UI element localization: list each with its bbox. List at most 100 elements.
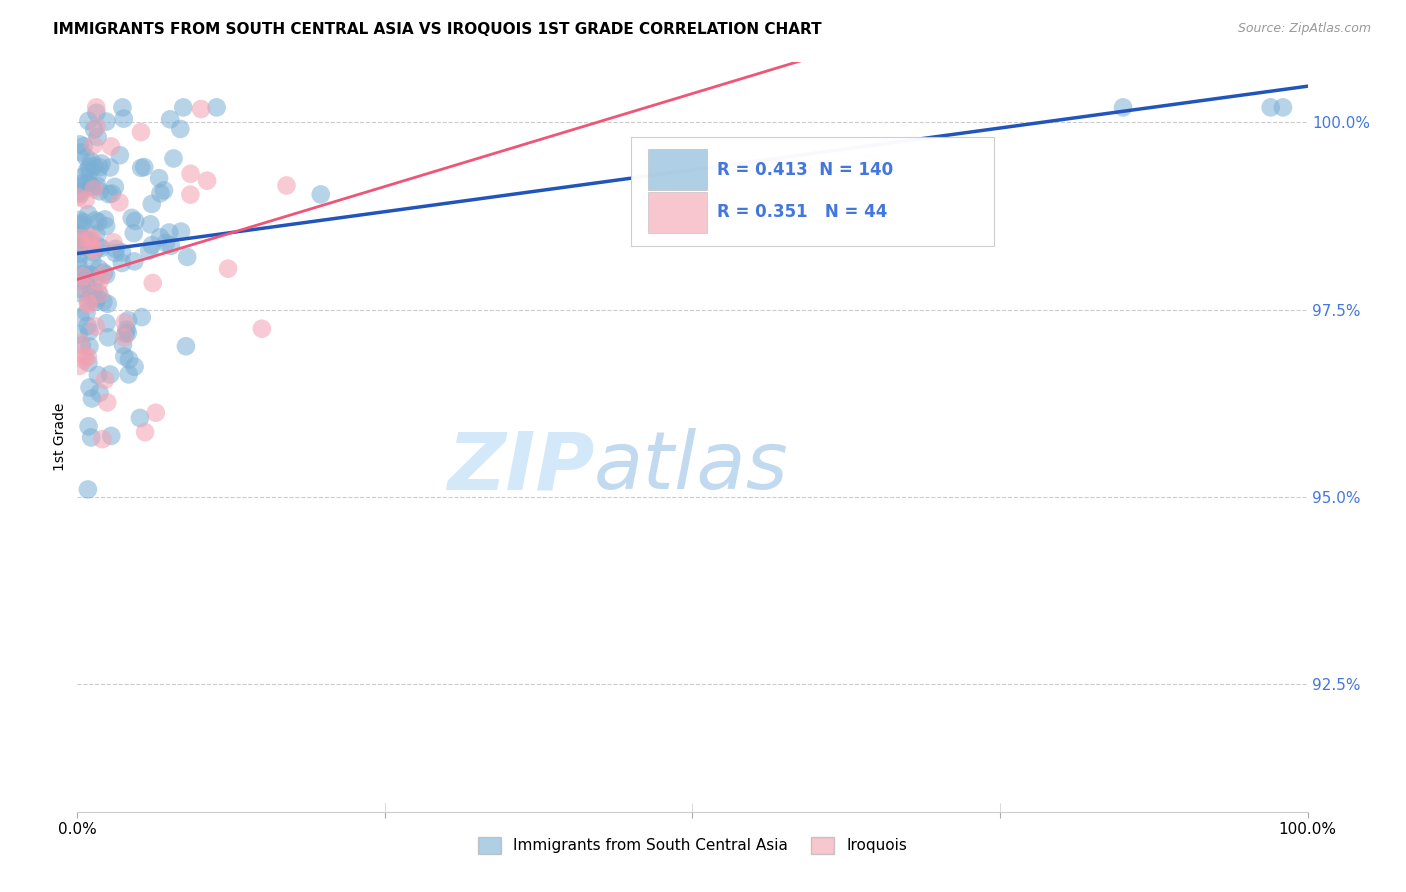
Point <box>67 282 90 296</box>
Point <box>97 297 120 311</box>
Point <box>103 235 125 250</box>
Y-axis label: 1st Grade: 1st Grade <box>53 403 67 471</box>
Point <box>117 326 139 340</box>
Point <box>82 232 104 246</box>
Point <box>176 250 198 264</box>
Point <box>89 275 111 289</box>
Point <box>114 326 136 341</box>
Point <box>250 322 273 336</box>
Point <box>69 137 91 152</box>
Point <box>76 177 98 191</box>
Point <box>83 272 105 286</box>
Point <box>111 338 134 352</box>
Point <box>79 164 101 178</box>
Point <box>96 114 118 128</box>
Point <box>80 290 103 304</box>
Point <box>76 483 98 497</box>
Point <box>91 432 114 446</box>
Point <box>148 171 170 186</box>
FancyBboxPatch shape <box>648 192 707 233</box>
Point <box>98 368 121 382</box>
Point <box>118 368 141 382</box>
Point <box>77 160 100 174</box>
Point <box>112 330 135 344</box>
Point <box>149 230 172 244</box>
Point <box>77 294 100 309</box>
Point <box>69 285 91 300</box>
Point <box>205 100 228 114</box>
Point <box>76 319 98 334</box>
Point <box>159 112 181 127</box>
Point <box>86 130 108 145</box>
Point <box>89 385 111 400</box>
Point <box>75 272 97 286</box>
Point <box>97 330 120 344</box>
Point <box>84 294 107 309</box>
Point <box>157 226 180 240</box>
Point <box>124 214 146 228</box>
Point <box>179 187 201 202</box>
Point <box>69 235 91 249</box>
Point <box>96 395 118 409</box>
Point <box>190 102 212 116</box>
FancyBboxPatch shape <box>648 149 707 190</box>
Point <box>75 193 97 207</box>
Point <box>82 243 104 257</box>
Point <box>82 245 104 260</box>
Point <box>309 187 332 202</box>
Text: atlas: atlas <box>595 428 789 506</box>
Point <box>76 296 98 310</box>
Point <box>169 122 191 136</box>
Point <box>84 213 107 227</box>
Text: IMMIGRANTS FROM SOUTH CENTRAL ASIA VS IROQUOIS 1ST GRADE CORRELATION CHART: IMMIGRANTS FROM SOUTH CENTRAL ASIA VS IR… <box>53 22 823 37</box>
Point <box>160 239 183 253</box>
Point <box>111 256 134 270</box>
Point <box>73 139 96 153</box>
Point <box>108 148 131 162</box>
Legend: Immigrants from South Central Asia, Iroquois: Immigrants from South Central Asia, Iroq… <box>472 830 912 860</box>
Point <box>87 215 110 229</box>
Point <box>83 284 105 298</box>
Point <box>89 161 111 175</box>
Point <box>83 159 105 173</box>
Point <box>101 186 124 201</box>
Point <box>96 316 118 330</box>
Point <box>86 179 108 194</box>
Point <box>114 316 136 330</box>
Point <box>76 350 98 364</box>
Point <box>79 325 101 339</box>
Point <box>69 213 91 227</box>
Point <box>73 233 96 247</box>
Point <box>67 260 90 274</box>
Point <box>87 285 110 300</box>
Point <box>70 178 93 193</box>
Text: R = 0.413  N = 140: R = 0.413 N = 140 <box>717 161 893 178</box>
Point <box>70 338 93 352</box>
Point <box>77 356 100 370</box>
Point <box>75 151 97 165</box>
Point <box>69 359 91 373</box>
Point <box>111 245 134 260</box>
Point <box>89 184 111 198</box>
Point <box>67 190 90 204</box>
Point <box>72 267 94 281</box>
Point <box>67 269 90 284</box>
Point <box>84 227 107 241</box>
Point <box>145 406 167 420</box>
Point <box>67 247 90 261</box>
Point <box>76 305 98 319</box>
Point <box>217 261 239 276</box>
Point <box>122 226 145 240</box>
FancyBboxPatch shape <box>631 137 994 246</box>
Point <box>67 252 90 266</box>
Point <box>86 291 108 305</box>
Point <box>172 100 194 114</box>
Point <box>82 240 104 254</box>
Point <box>94 268 117 282</box>
Point <box>104 242 127 256</box>
Point <box>69 310 91 324</box>
Point <box>118 352 141 367</box>
Text: ZIP: ZIP <box>447 428 595 506</box>
Point <box>129 161 152 175</box>
Text: R = 0.351   N = 44: R = 0.351 N = 44 <box>717 203 887 221</box>
